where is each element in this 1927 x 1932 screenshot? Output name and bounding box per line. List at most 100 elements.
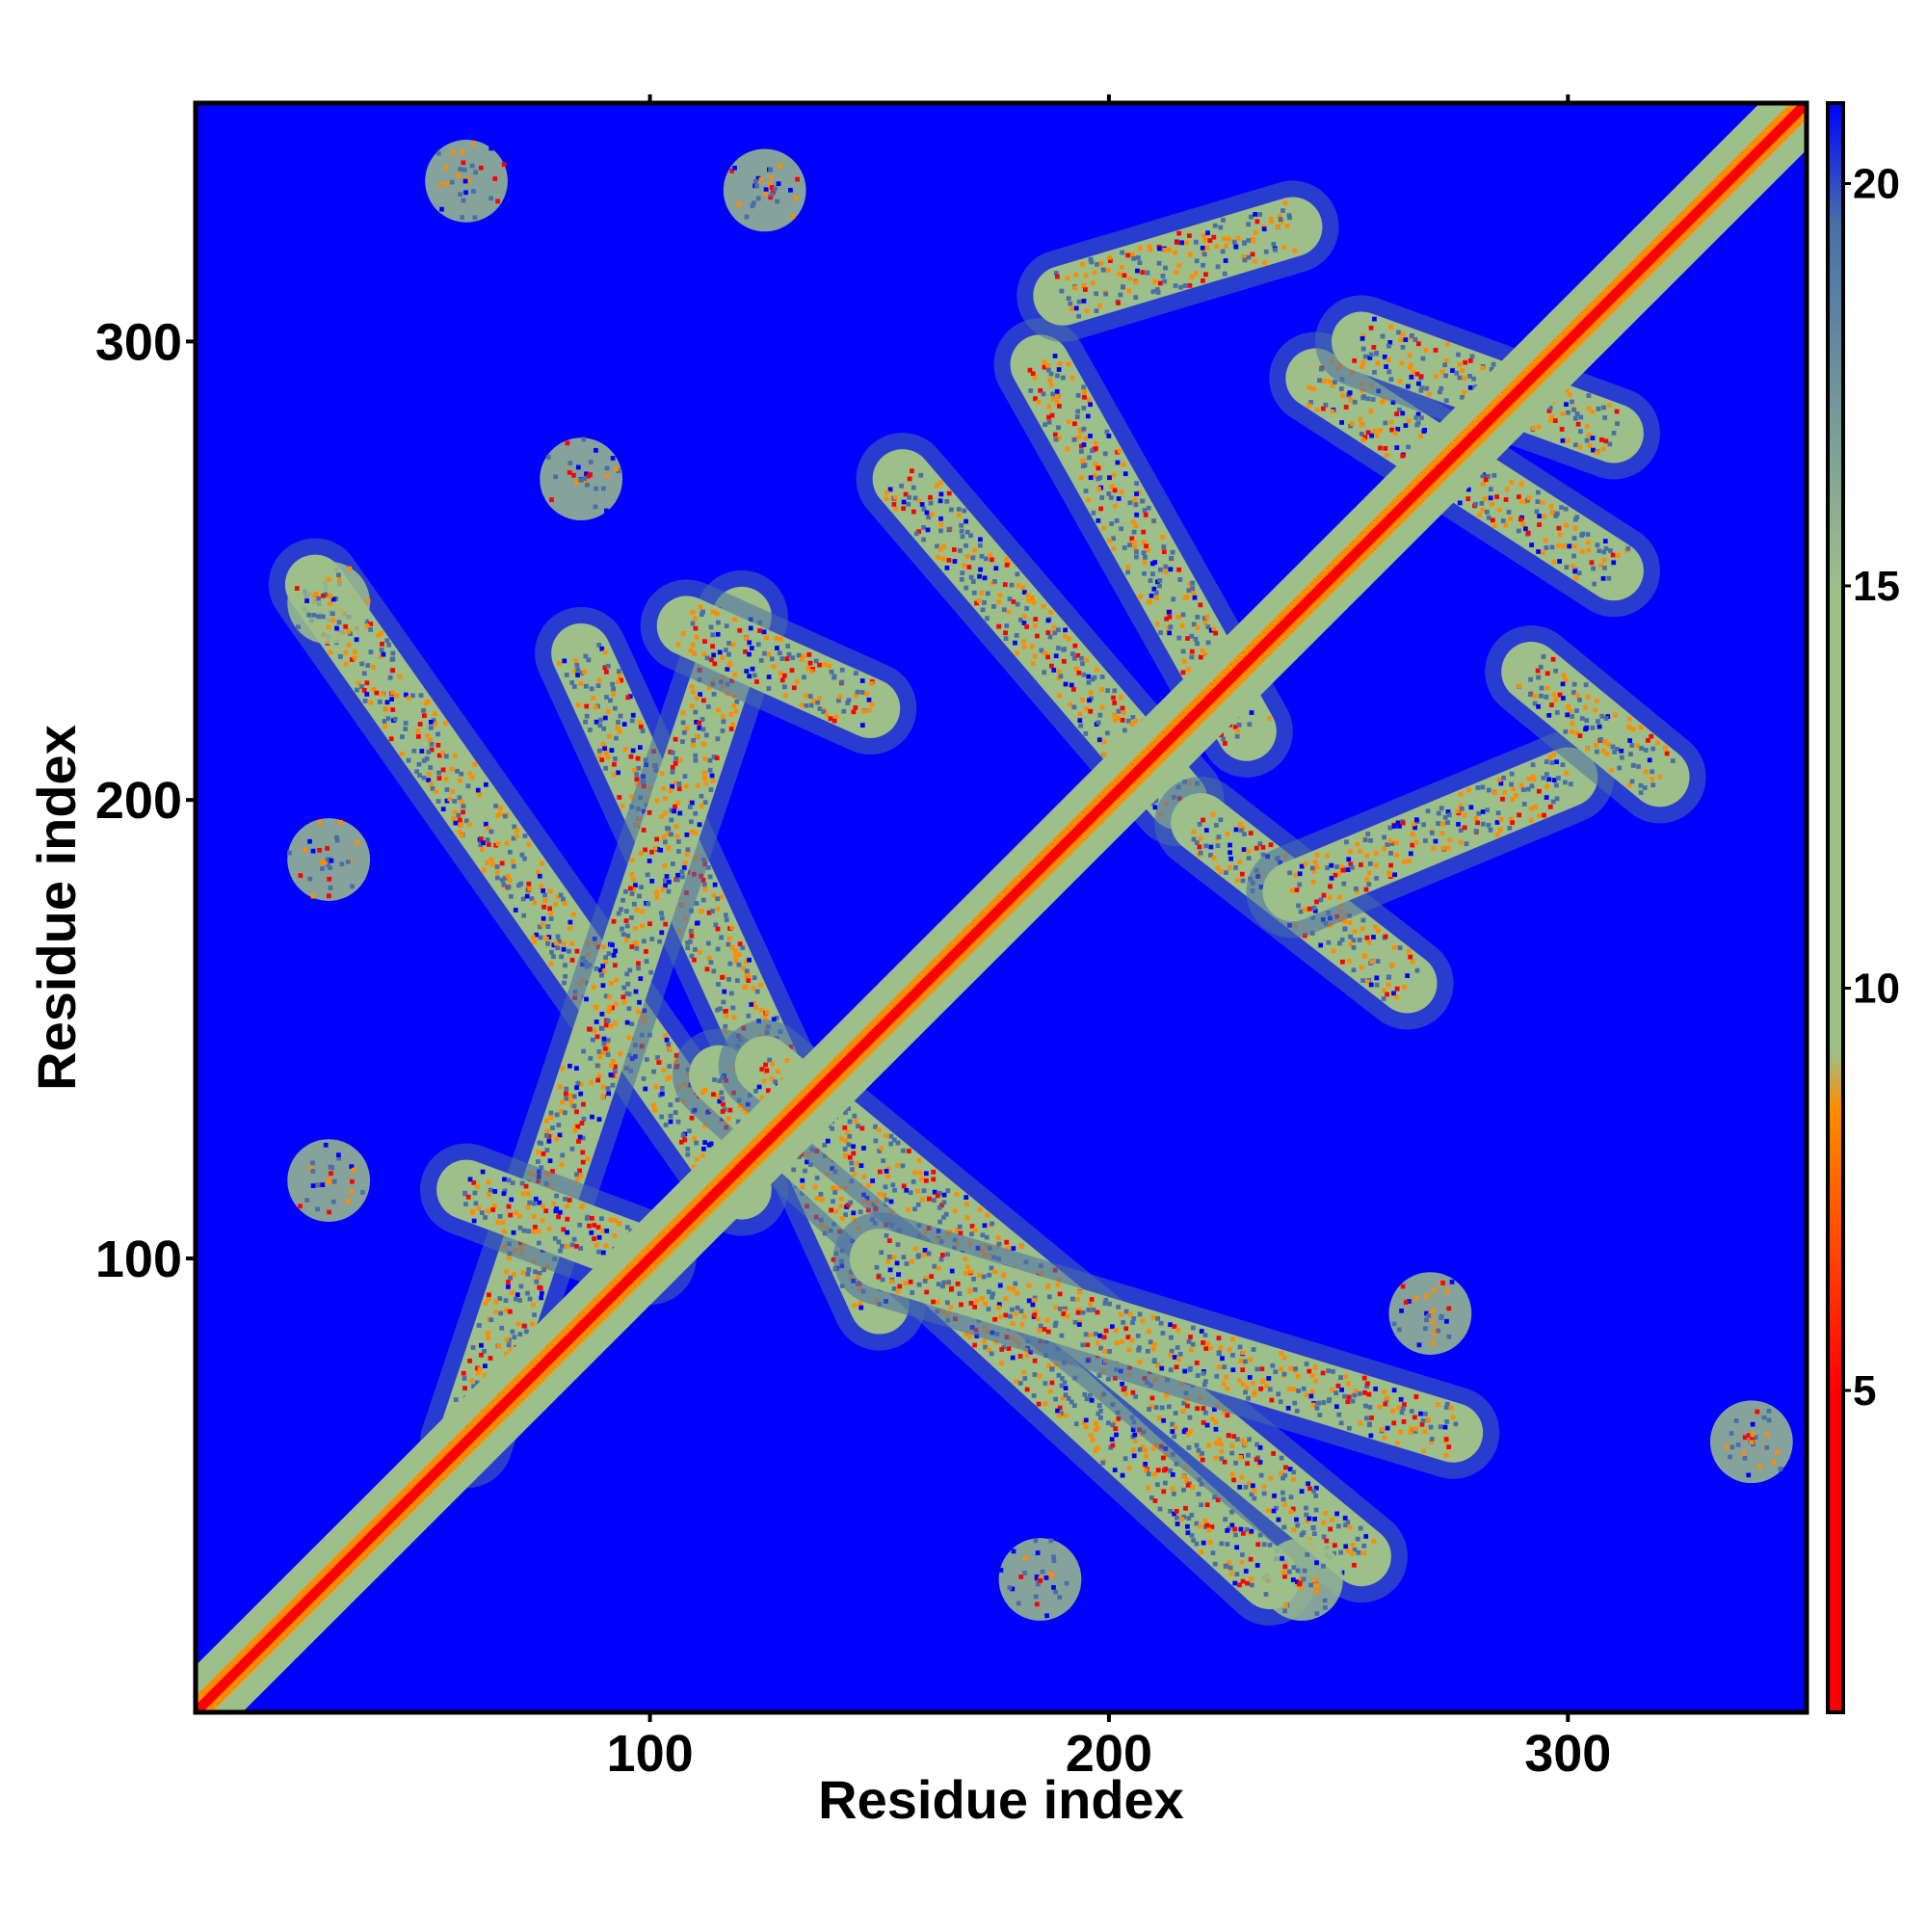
contact-band-2-cell	[684, 833, 689, 837]
contact-band-5-cell	[847, 1134, 852, 1139]
contact-band-0-cell	[562, 941, 567, 946]
contact-band-8-cell	[930, 512, 935, 516]
contact-band-6-cell	[1003, 1313, 1008, 1318]
contact-band-12-cell	[1490, 502, 1494, 507]
contact-band-10-cell	[1234, 828, 1239, 833]
contact-band-13-cell	[1411, 370, 1415, 375]
contact-band-6-cell	[1342, 1394, 1347, 1399]
contact-band-6-cell	[1203, 1346, 1208, 1351]
contact-band-6-cell	[1027, 1284, 1032, 1288]
contact-band-1-cell	[755, 990, 760, 994]
contact-band-5-cell	[1219, 1449, 1224, 1454]
contact-band-14-cell	[1073, 273, 1078, 278]
contact-band-0-cell	[555, 945, 560, 950]
contact-band-12-cell	[1517, 529, 1521, 534]
contact-band-2-cell	[609, 981, 614, 986]
contact-band-14-cell	[1122, 273, 1127, 278]
contact-band-3-cell	[782, 674, 787, 678]
contact-band-14-cell	[1167, 248, 1172, 252]
contact-band-12-cell	[1307, 385, 1312, 390]
contact-band-5-cell	[1122, 1387, 1126, 1391]
contact-band-5-cell	[1195, 1406, 1200, 1411]
contact-band-0-cell	[389, 697, 394, 701]
contact-band-4-cell	[1022, 1376, 1027, 1381]
contact-band-1-cell	[724, 913, 728, 917]
contact-band-12-cell	[1458, 501, 1463, 506]
contact-band-8-cell	[1057, 670, 1062, 675]
contact-band-2-cell	[537, 1141, 541, 1146]
contact-band-7-cell	[480, 1210, 485, 1215]
contact-band-12-cell	[1366, 396, 1371, 401]
contact-band-6-cell	[950, 1269, 955, 1274]
contact-band-2-cell	[555, 1137, 560, 1142]
contact-band-13-cell	[1578, 415, 1583, 420]
contact-band-0-cell	[443, 721, 448, 726]
contact-band-4-cell	[1213, 1562, 1218, 1567]
contact-band-6-cell	[924, 1290, 929, 1295]
contact-band-11-cell	[1533, 805, 1538, 809]
contact-band-3-cell	[779, 656, 784, 661]
contact-band-4-cell	[1143, 1462, 1148, 1467]
contact-band-11-cell	[1346, 867, 1351, 872]
contact-band-10-cell	[1374, 975, 1379, 980]
contact-band-2-cell	[536, 1159, 541, 1164]
contact-band-6-cell	[1073, 1320, 1078, 1325]
contact-band-6-cell	[1414, 1394, 1419, 1399]
contact-band-2-cell	[572, 1104, 577, 1109]
contact-band-10-cell	[1386, 983, 1391, 988]
contact-band-8-cell	[947, 558, 952, 563]
contact-band-9-cell	[1046, 415, 1051, 420]
contact-band-0-cell	[507, 885, 512, 889]
contact-band-1-cell	[638, 745, 643, 750]
contact-band-9-cell	[1120, 490, 1124, 494]
contact-band-15-cell	[1577, 698, 1582, 702]
contact-band-15-cell	[1584, 718, 1589, 723]
contact-band-6-cell	[1258, 1387, 1263, 1391]
contact-band-2-cell	[546, 1139, 551, 1144]
contact-band-6-cell	[1159, 1366, 1164, 1371]
contact-band-4-cell	[833, 1209, 838, 1214]
contact-band-5-cell	[1133, 1394, 1138, 1399]
contact-band-14-cell	[1203, 272, 1208, 277]
contact-band-5-cell	[1246, 1453, 1251, 1458]
contact-band-11-cell	[1436, 821, 1440, 826]
contact-band-8-cell	[992, 579, 997, 584]
contact-band-2-cell	[620, 927, 624, 932]
contact-band-15-cell	[1629, 743, 1634, 748]
contact-band-4-cell	[815, 1176, 820, 1180]
contact-band-12-cell	[1571, 564, 1575, 569]
contact-band-15-cell	[1617, 766, 1622, 771]
contact-band-1-cell	[689, 934, 694, 939]
contact-band-5-cell	[1235, 1437, 1240, 1442]
contact-band-14-cell	[1089, 257, 1094, 262]
contact-band-7-cell	[502, 1230, 507, 1234]
contact-band-2-cell	[609, 1063, 614, 1068]
contact-band-0-cell	[540, 861, 544, 866]
contact-band-2-cell	[654, 895, 659, 900]
contact-band-5-cell	[1291, 1527, 1296, 1532]
cluster-cell	[460, 215, 464, 220]
contact-band-1-cell	[584, 684, 589, 689]
contact-band-13-cell	[1396, 331, 1401, 335]
contact-band-1-cell	[582, 670, 587, 675]
contact-band-2-cell	[537, 1285, 541, 1290]
cluster-cell	[337, 620, 342, 624]
contact-band-10-cell	[1390, 963, 1395, 967]
contact-band-6-cell	[1136, 1334, 1141, 1338]
contact-band-5-cell	[1294, 1518, 1299, 1522]
contact-band-2-cell	[541, 1151, 546, 1156]
contact-band-2-cell	[629, 915, 634, 920]
contact-band-6-cell	[896, 1289, 901, 1294]
contact-band-12-cell	[1311, 386, 1316, 391]
contact-band-8-cell	[1074, 667, 1079, 672]
contact-band-5-cell	[1223, 1460, 1227, 1465]
contact-band-3-cell	[767, 675, 772, 679]
contact-band-6-cell	[1151, 1315, 1156, 1320]
contact-band-6-cell	[1308, 1394, 1313, 1399]
contact-band-0-cell	[400, 734, 405, 739]
contact-band-13-cell	[1587, 393, 1592, 398]
contact-band-5-cell	[885, 1175, 890, 1179]
contact-band-6-cell	[1201, 1340, 1205, 1345]
contact-band-0-cell	[385, 700, 390, 704]
contact-band-6-cell	[1326, 1368, 1331, 1373]
